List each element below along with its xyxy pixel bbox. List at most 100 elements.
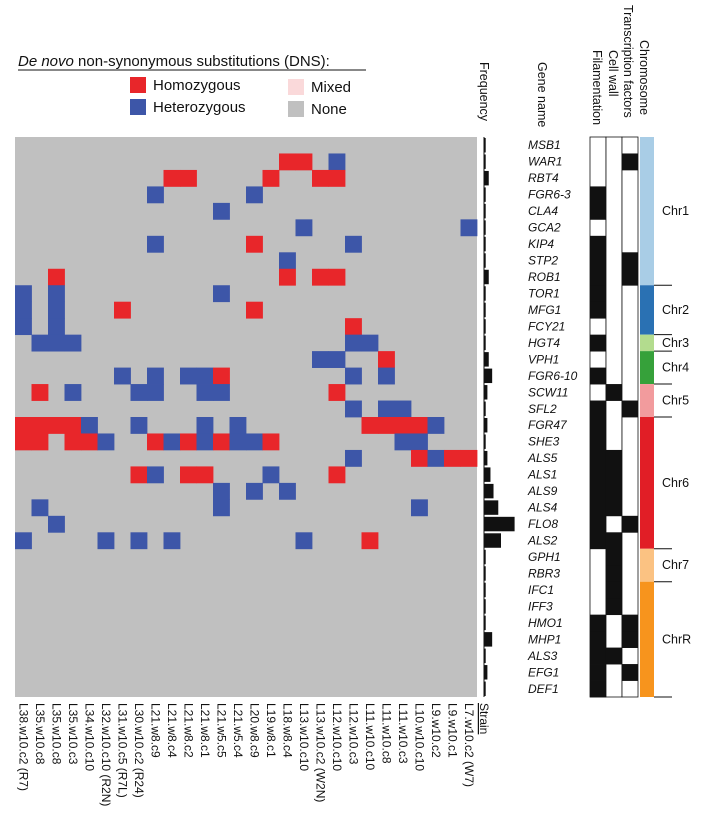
annotation-cell [606, 565, 622, 583]
strain-label: L21.w5.c4 [231, 703, 245, 758]
heatmap-cell [15, 417, 32, 434]
heatmap-cell [279, 268, 296, 286]
heatmap-cell [130, 384, 148, 401]
heatmap-cell [246, 433, 263, 451]
legend-title-rest: non-synonymous substitutions (DNS): [74, 53, 330, 70]
heatmap-cell [48, 318, 65, 336]
heatmap-cell [229, 433, 247, 451]
chromosome-label: Chr7 [662, 558, 689, 572]
heatmap-cell [378, 400, 395, 418]
annotation-cell [590, 449, 606, 467]
gene-label: GCA2 [528, 221, 561, 235]
legend-label-heterozygous: Heterozygous [153, 99, 246, 116]
heatmap-cell [48, 301, 65, 319]
heatmap-cell [48, 285, 65, 303]
chromosome-label: Chr4 [662, 361, 689, 375]
annotation-cell [606, 581, 622, 599]
heatmap-cell [279, 482, 296, 500]
frequency-bar [484, 220, 486, 235]
heatmap-cell [31, 384, 49, 401]
heatmap-cell [328, 384, 346, 401]
gene-label: VPH1 [528, 352, 559, 366]
gene-label: CLA4 [528, 204, 558, 218]
annotation-cell [622, 631, 638, 648]
annotation-cell [590, 301, 606, 319]
chromosome-segment [640, 581, 654, 697]
strain-label: L21.w5.c5 [214, 703, 228, 758]
heatmap-cell [229, 417, 247, 434]
heatmap-cell [279, 252, 296, 270]
heatmap-cell [213, 285, 230, 303]
heatmap-cell [345, 334, 362, 352]
frequency-bar [484, 599, 486, 614]
strain-label: L35.w10.c8 [33, 703, 47, 765]
strain-labels: L38.w10.c2 (R7) L35.w10.c8 L35.w10.c8 L35.w… [16, 703, 476, 806]
heatmap-cell [394, 433, 412, 451]
chromosome-label: ChrR [662, 632, 691, 646]
strain-label: L35.w10.c3 [66, 703, 80, 765]
heatmap-cell [262, 169, 280, 187]
heatmap-cell [444, 449, 461, 467]
heatmap-cell [345, 235, 362, 253]
annotation-cell [590, 466, 606, 484]
heatmap-cell [147, 433, 164, 451]
heatmap-cell [246, 186, 263, 204]
strain-label: L11.w10.c8 [379, 703, 393, 764]
frequency-bar [484, 418, 488, 433]
strain-label: L31.w10.c5 (R7L) [115, 703, 129, 798]
annotation-cell [590, 252, 606, 270]
strain-label: L19.w8.c1 [264, 703, 278, 758]
heatmap-cell [345, 400, 362, 418]
frequency-bar [484, 615, 486, 631]
heatmap-cell [345, 449, 362, 467]
frequency-bar [484, 154, 486, 169]
heatmap-cell [378, 417, 395, 434]
legend-swatch-none [288, 101, 304, 117]
heatmap-cell [147, 367, 164, 385]
heatmap-cell [246, 482, 263, 500]
annotation-cell [590, 186, 606, 204]
heatmap-cell [196, 417, 214, 434]
annotation-cell [622, 400, 638, 418]
annotation-cell [622, 515, 638, 533]
heatmap-cell [213, 499, 230, 517]
heatmap-cell [64, 433, 82, 451]
heatmap-cell [411, 449, 428, 467]
legend-label-none: None [311, 101, 347, 118]
annotation-cell [590, 268, 606, 286]
heatmap-cell [130, 532, 148, 550]
heatmap-cell [147, 384, 164, 401]
heatmap-cell [361, 532, 379, 550]
legend-title: De novo non-synonymous substitutions (DN… [18, 53, 330, 70]
heatmap-cell [460, 449, 478, 467]
chromosome-label: Chr6 [662, 476, 689, 490]
frequency-bar [484, 483, 494, 499]
strain-label: L10.w10.c10 [412, 703, 426, 771]
heatmap-cell [130, 417, 148, 434]
frequency-bar [484, 467, 491, 482]
gene-label: ALS3 [527, 649, 558, 663]
heatmap-cell [394, 400, 412, 418]
strain-label: L32.w10.c10 (R2N) [99, 703, 113, 806]
heatmap-cell [328, 351, 346, 368]
frequency-bar [484, 302, 486, 318]
heatmap-cell [312, 268, 329, 286]
heatmap-cell [345, 367, 362, 385]
chromosome-segment [640, 334, 654, 352]
heatmap-cell [361, 334, 379, 352]
strain-label: L20.w8.c9 [247, 703, 261, 758]
gene-label: FLO8 [528, 517, 558, 531]
frequency-bar [484, 335, 486, 351]
strain-label: L9.w10.c1 [445, 703, 459, 758]
heatmap-cell [147, 235, 164, 253]
strain-label: L18.w8.c4 [280, 703, 294, 758]
frequency-bar [484, 319, 486, 334]
chromosome-label: Chr2 [662, 303, 689, 317]
heatmap-cell [15, 285, 32, 303]
heatmap-cell [81, 433, 98, 451]
heatmap-cell [15, 433, 32, 451]
heatmap-cell [64, 334, 82, 352]
frequency-bar [484, 170, 489, 186]
heatmap-cell [427, 449, 445, 467]
